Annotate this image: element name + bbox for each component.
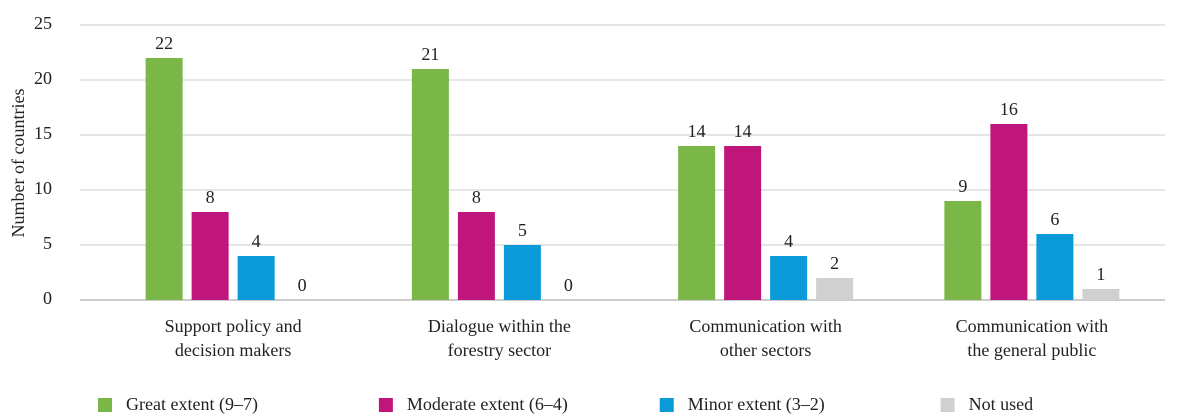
- bar: [503, 245, 541, 300]
- data-label: 2: [830, 253, 839, 273]
- data-label: 8: [472, 187, 481, 207]
- data-label: 14: [688, 121, 706, 141]
- legend-label: Moderate extent (6–4): [407, 394, 568, 415]
- data-label: 21: [421, 44, 439, 64]
- bar: [191, 212, 229, 300]
- bar: [237, 256, 275, 300]
- x-tick-label: Communication with: [689, 316, 842, 336]
- x-tick-label: Support policy and: [165, 316, 302, 336]
- y-tick-label: 20: [34, 68, 52, 88]
- bar: [770, 256, 808, 300]
- bar: [145, 58, 183, 300]
- x-tick-label: the general public: [967, 340, 1096, 360]
- x-tick-label: forestry sector: [448, 340, 551, 360]
- bar: [411, 69, 449, 300]
- data-label: 0: [564, 275, 573, 295]
- bar: [724, 146, 762, 300]
- bar: [990, 124, 1028, 300]
- data-label: 4: [252, 231, 261, 251]
- data-label: 6: [1050, 209, 1059, 229]
- data-label: 1: [1096, 264, 1105, 284]
- legend-label: Not used: [969, 394, 1034, 414]
- data-label: 9: [958, 176, 967, 196]
- x-tick-label: decision makers: [175, 340, 291, 360]
- bar: [457, 212, 495, 300]
- legend-swatch: [378, 398, 393, 412]
- y-tick-label: 0: [43, 288, 52, 308]
- x-tick-label: Communication with: [956, 316, 1109, 336]
- bar: [1082, 289, 1120, 300]
- bar: [944, 201, 982, 300]
- x-tick-label: other sectors: [720, 340, 811, 360]
- y-tick-label: 15: [34, 123, 52, 143]
- data-label: 22: [155, 33, 173, 53]
- y-tick-label: 10: [34, 178, 52, 198]
- data-label: 16: [1000, 99, 1018, 119]
- y-axis-label: Number of countries: [8, 89, 28, 238]
- bar: [816, 278, 854, 300]
- data-label: 0: [298, 275, 307, 295]
- legend-label: Minor extent (3–2): [688, 394, 825, 415]
- data-label: 8: [206, 187, 215, 207]
- bar: [678, 146, 716, 300]
- data-label: 5: [518, 220, 527, 240]
- x-tick-label: Dialogue within the: [428, 316, 571, 336]
- data-label: 14: [734, 121, 752, 141]
- legend-swatch: [98, 398, 112, 412]
- y-tick-label: 5: [43, 233, 52, 253]
- bar: [1036, 234, 1074, 300]
- data-label: 4: [784, 231, 793, 251]
- y-tick-label: 25: [34, 13, 52, 33]
- legend-label: Great extent (9–7): [126, 394, 258, 415]
- legend-swatch: [659, 398, 674, 412]
- legend-swatch: [940, 398, 955, 412]
